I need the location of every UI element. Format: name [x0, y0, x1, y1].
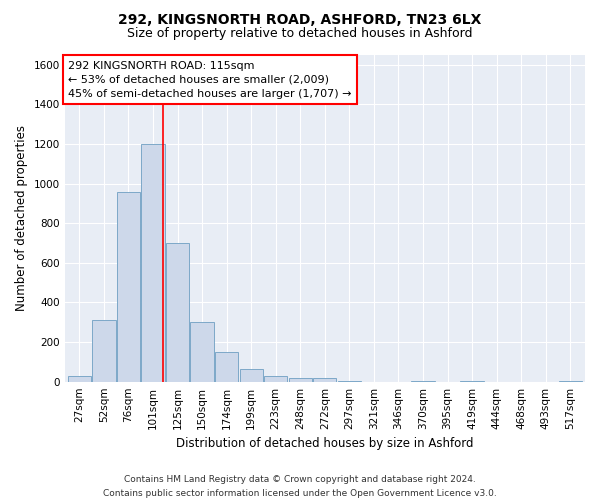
Bar	[68, 376, 91, 382]
Bar	[92, 320, 116, 382]
Bar	[190, 322, 214, 382]
Bar	[142, 144, 164, 382]
Bar	[412, 380, 434, 382]
Bar	[559, 380, 582, 382]
Text: Size of property relative to detached houses in Ashford: Size of property relative to detached ho…	[127, 28, 473, 40]
Y-axis label: Number of detached properties: Number of detached properties	[15, 126, 28, 312]
Text: 292, KINGSNORTH ROAD, ASHFORD, TN23 6LX: 292, KINGSNORTH ROAD, ASHFORD, TN23 6LX	[118, 12, 482, 26]
Text: Contains HM Land Registry data © Crown copyright and database right 2024.
Contai: Contains HM Land Registry data © Crown c…	[103, 476, 497, 498]
Bar	[166, 243, 189, 382]
Bar	[289, 378, 312, 382]
Bar	[239, 369, 263, 382]
Bar	[117, 192, 140, 382]
Bar	[338, 380, 361, 382]
Bar	[460, 380, 484, 382]
Bar	[264, 376, 287, 382]
Text: 292 KINGSNORTH ROAD: 115sqm
← 53% of detached houses are smaller (2,009)
45% of : 292 KINGSNORTH ROAD: 115sqm ← 53% of det…	[68, 61, 352, 99]
X-axis label: Distribution of detached houses by size in Ashford: Distribution of detached houses by size …	[176, 437, 473, 450]
Bar	[215, 352, 238, 382]
Bar	[313, 378, 337, 382]
